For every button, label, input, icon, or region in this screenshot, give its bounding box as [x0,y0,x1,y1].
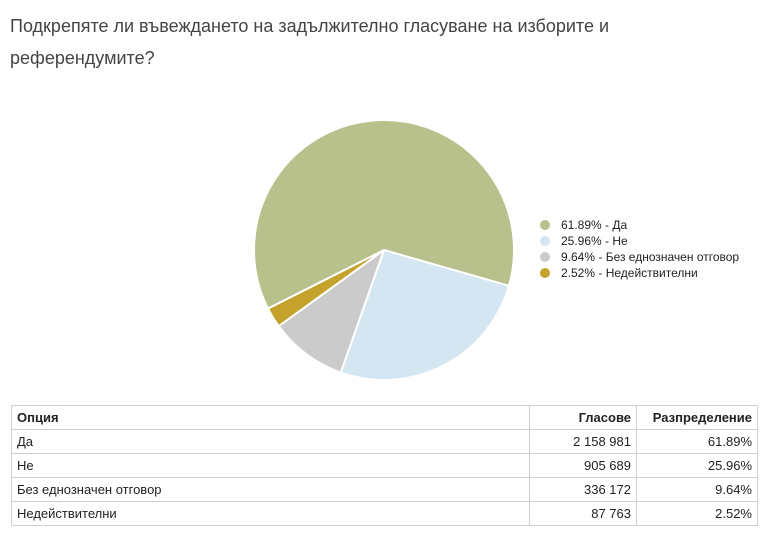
cell-votes: 336 172 [529,477,637,502]
cell-option: Не [11,453,530,478]
table-row: Не 905 689 25.96% [11,453,758,478]
legend-label: 9.64% - Без еднозначен отговор [561,250,739,264]
table-row: Недействителни 87 763 2.52% [11,501,758,526]
legend-marker [540,236,550,246]
pie-slice-1 [339,248,511,381]
pie-slice-0 [253,119,515,310]
legend-label: 25.96% - Не [561,234,628,248]
cell-distribution: 9.64% [636,477,758,502]
table-row: Без еднозначен отговор 336 172 9.64% [11,477,758,502]
cell-votes: 2 158 981 [529,429,637,454]
chart-legend: 61.89% - Да 25.96% - Не 9.64% - Без еднозн… [540,218,739,280]
legend-marker [540,252,550,262]
header-option: Опция [11,405,530,430]
cell-option: Недействителни [11,501,530,526]
table-header-row: Опция Гласове Разпределение [11,405,758,430]
cell-option: Да [11,429,530,454]
table-row: Да 2 158 981 61.89% [11,429,758,454]
pie-chart: 61.89% - Да 25.96% - Не 9.64% - Без еднозн… [253,119,739,381]
poll-question: Подкрепяте ли въвеждането на задължителн… [10,16,610,68]
header-distribution: Разпределение [636,405,758,430]
header-votes: Гласове [529,405,637,430]
cell-votes: 905 689 [529,453,637,478]
legend-marker [540,220,550,230]
cell-distribution: 2.52% [636,501,758,526]
cell-option: Без еднозначен отговор [11,477,530,502]
pie-slice-2 [277,247,387,374]
cell-distribution: 61.89% [636,429,758,454]
legend-label: 2.52% - Недействителни [561,266,698,280]
cell-votes: 87 763 [529,501,637,526]
pie-slices [253,119,515,381]
results-table: Опция Гласове Разпределение Да 2 158 981… [11,405,758,526]
legend-marker [540,268,550,278]
legend-label: 61.89% - Да [561,218,627,232]
cell-distribution: 25.96% [636,453,758,478]
